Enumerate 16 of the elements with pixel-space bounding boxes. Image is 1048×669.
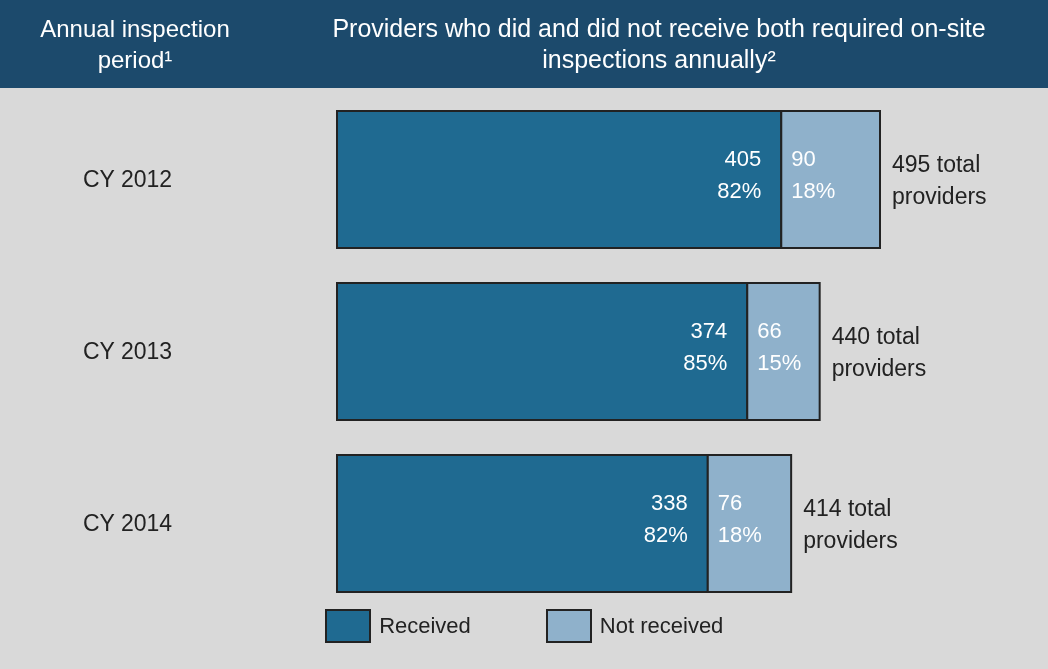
- total-label: 440 total providers: [831, 322, 927, 381]
- data-label: 76 18%: [717, 489, 762, 547]
- data-label: 405 82%: [717, 145, 762, 203]
- data-label: 338 82%: [643, 489, 688, 547]
- legend-label: Not received: [599, 613, 724, 639]
- y-tick-label: CY 2014: [83, 510, 173, 536]
- total-label: 414 total providers: [803, 494, 898, 553]
- total-label: 495 total providers: [892, 150, 987, 209]
- y-tick-label: CY 2012: [83, 166, 173, 192]
- y-tick-label: CY 2013: [83, 338, 173, 364]
- legend-label: Received: [379, 613, 471, 639]
- chart-title: Providers who did and did not receive both required on-site inspections annually²: [331, 13, 987, 75]
- y-axis-title: Annual inspection period¹: [39, 14, 231, 75]
- data-label: 90 18%: [791, 145, 836, 203]
- data-label: 66 15%: [757, 317, 802, 375]
- data-label: 374 85%: [683, 317, 728, 375]
